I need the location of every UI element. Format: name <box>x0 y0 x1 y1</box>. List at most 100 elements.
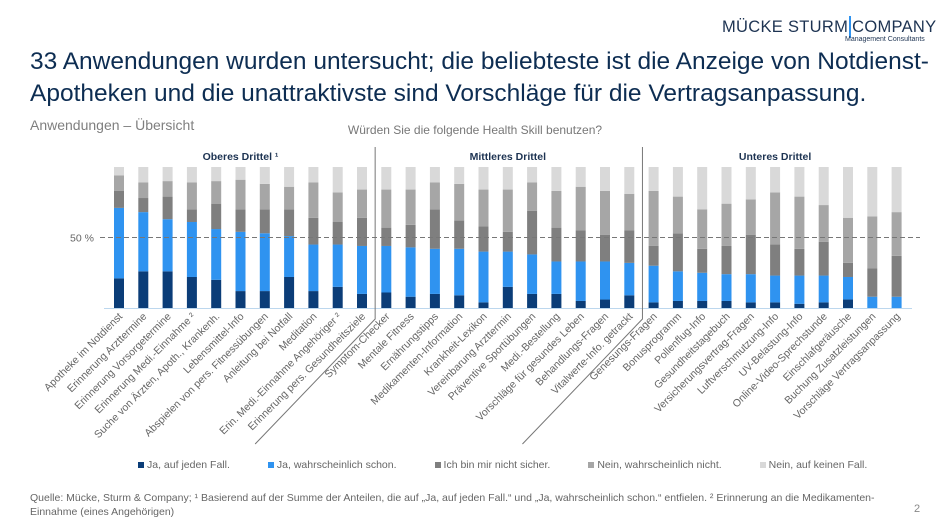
bar-segment-4 <box>235 179 246 210</box>
bar-segment-1 <box>818 302 829 308</box>
bar-segment-1 <box>575 300 586 308</box>
bar-segment-5 <box>429 167 440 183</box>
bar-segment-2 <box>259 233 270 292</box>
bar-segment-2 <box>867 296 878 308</box>
bar-segment-2 <box>648 265 659 303</box>
bar-segment-3 <box>162 196 173 220</box>
bar-segment-4 <box>478 189 489 227</box>
bar-segment-2 <box>429 248 440 294</box>
bar-segment-5 <box>527 167 538 183</box>
bar-segment-1 <box>332 286 343 308</box>
bar-segment-1 <box>211 279 222 308</box>
bar-segment-1 <box>721 300 732 308</box>
page-number: 2 <box>914 503 921 515</box>
chart-title: Würden Sie die folgende Health Skill ben… <box>348 123 602 137</box>
bar-segment-3 <box>235 209 246 232</box>
bar-segment-5 <box>405 167 416 190</box>
bar-segment-4 <box>284 186 295 210</box>
bar-segment-2 <box>308 244 319 292</box>
bar-segment-2 <box>624 262 635 296</box>
bar-segment-4 <box>527 182 538 211</box>
bar-segment-5 <box>672 167 683 197</box>
legend-label: Nein, wahrscheinlich nicht. <box>597 459 722 471</box>
bar-segment-4 <box>162 181 173 197</box>
bar-segment-2 <box>381 245 392 293</box>
bar-segment-5 <box>284 167 295 187</box>
logo-separator <box>849 16 852 38</box>
bar-segment-5 <box>818 167 829 206</box>
legend-item: Ich bin mir nicht sicher. <box>434 459 550 471</box>
section-separator <box>522 147 643 445</box>
bar-segment-1 <box>259 291 270 308</box>
bar-segment-1 <box>381 292 392 308</box>
bar-segment-2 <box>405 247 416 297</box>
bar-segment-3 <box>332 221 343 245</box>
bar-segment-3 <box>770 244 781 276</box>
bar-segment-5 <box>770 167 781 193</box>
bar-segment-1 <box>551 293 562 308</box>
bar-segment-2 <box>891 296 902 308</box>
bar-segment-2 <box>186 221 197 277</box>
bar-segment-4 <box>697 209 708 249</box>
bar-segment-3 <box>114 190 124 208</box>
section-separator <box>254 147 376 445</box>
bar-segment-3 <box>138 198 149 213</box>
bar-segment-1 <box>794 303 805 308</box>
bar-segment-3 <box>211 203 222 230</box>
bar-segment-3 <box>721 245 732 275</box>
bar-segment-4 <box>332 192 343 222</box>
bar-segment-3 <box>429 209 440 249</box>
bar-segment-3 <box>357 217 367 246</box>
fifty-percent-label: 50 % <box>70 233 94 245</box>
slide-title: 33 Anwendungen wurden untersucht; die be… <box>30 48 929 107</box>
bar-segment-1 <box>186 276 197 308</box>
bar-segment-4 <box>770 192 781 245</box>
logo-main-right: COMPANY <box>852 18 937 36</box>
bar-segment-3 <box>891 255 902 297</box>
bar-segment-3 <box>284 209 295 237</box>
bar-segment-4 <box>745 199 756 235</box>
bar-segment-1 <box>502 286 513 308</box>
bar-segment-4 <box>891 212 902 256</box>
bar-segment-5 <box>332 167 343 193</box>
bar-segment-4 <box>648 190 659 246</box>
bar-segment-4 <box>405 189 416 225</box>
bar-segment-5 <box>162 167 173 182</box>
bar-segment-4 <box>672 196 683 234</box>
bar-segment-3 <box>186 209 197 222</box>
bar-segment-5 <box>867 167 878 217</box>
bar-segment-4 <box>211 181 222 204</box>
bar-segment-1 <box>478 302 489 308</box>
bar-segment-1 <box>672 300 683 308</box>
section-header: Oberes Drittel ¹ <box>203 151 279 163</box>
bar-segment-5 <box>891 167 902 213</box>
bar-segment-1 <box>600 299 610 308</box>
bar-segment-4 <box>600 190 610 235</box>
bar-segment-2 <box>697 272 708 301</box>
category-label: Erinnerung Vorsorgetermine <box>72 311 173 412</box>
bar-segment-1 <box>527 293 538 308</box>
bar-segment-5 <box>721 167 732 204</box>
section-header: Unteres Drittel <box>739 151 811 163</box>
legend-item: Nein, auf keinen Fall. <box>759 459 868 471</box>
bar-segment-2 <box>357 245 367 294</box>
bar-segment-5 <box>794 167 805 197</box>
bar-segment-4 <box>454 183 465 221</box>
bar-segment-5 <box>235 167 246 180</box>
logo-main-left: MÜCKE STURM <box>722 18 849 36</box>
legend-label: Ja, auf jeden Fall. <box>147 459 230 471</box>
bar-segment-3 <box>624 230 635 263</box>
bar-segment-4 <box>114 175 124 191</box>
footnote: Quelle: Mücke, Sturm & Company; ¹ Basier… <box>30 492 875 518</box>
legend-label: Nein, auf keinen Fall. <box>768 459 868 471</box>
bar-segment-3 <box>551 227 562 262</box>
bar-segment-1 <box>138 271 149 308</box>
slide-subtitle: Anwendungen – Übersicht <box>30 117 195 133</box>
bar-segment-4 <box>624 193 635 231</box>
bar-segment-4 <box>381 189 392 228</box>
bar-segment-2 <box>502 251 513 287</box>
bar-segment-3 <box>843 262 853 277</box>
bar-segment-4 <box>429 182 440 210</box>
legend-swatch <box>588 462 595 468</box>
